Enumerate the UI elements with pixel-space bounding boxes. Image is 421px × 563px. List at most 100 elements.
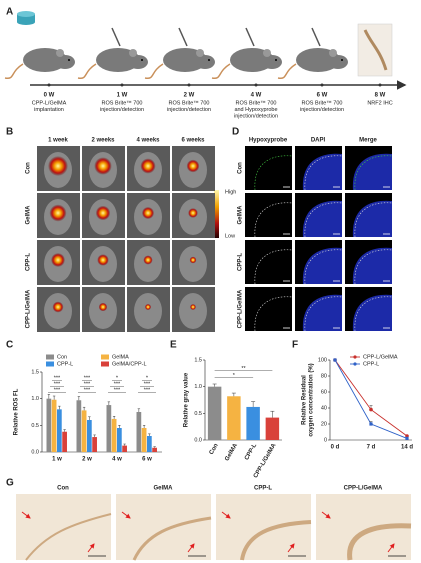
mouse-head — [262, 55, 282, 69]
error-bar — [77, 396, 81, 401]
row-label: CPP-L — [26, 253, 32, 271]
tissue-outline — [254, 249, 293, 285]
row-label: Con — [26, 162, 32, 174]
column-header: 2 weeks — [91, 138, 115, 144]
error-bar — [93, 434, 96, 438]
legend-label: CPP-L — [57, 361, 73, 367]
bar — [76, 400, 82, 452]
colorbar — [214, 190, 219, 238]
y-tick-label: 60 — [321, 389, 327, 395]
scale-low: Low — [225, 233, 235, 239]
mouse-outline — [134, 293, 162, 329]
bar — [57, 409, 62, 452]
error-bar — [118, 425, 121, 428]
bar — [207, 386, 222, 440]
mouse-eye — [141, 59, 143, 61]
fluorescence-image — [245, 287, 292, 331]
ros-signal — [95, 205, 111, 221]
legend-label: CPP-L/GelMA — [363, 354, 398, 360]
timeline-dot — [254, 83, 258, 87]
bar — [141, 428, 147, 452]
histology-label: CPP-L — [254, 486, 272, 492]
timeline-time: 0 W — [44, 93, 55, 99]
dapi-tissue — [352, 294, 392, 331]
ros-signal — [98, 302, 108, 312]
y-tick-label: 40 — [321, 405, 327, 411]
column-header: DAPI — [311, 138, 326, 144]
bar — [246, 406, 260, 440]
ros-signal — [97, 254, 109, 266]
mouse-body — [23, 48, 67, 72]
mouse-eye — [208, 59, 210, 61]
y-tick-label: 80 — [321, 373, 327, 379]
y-tick-label: 0 — [324, 437, 327, 443]
y-tick-label: 0.5 — [194, 411, 202, 417]
x-tick-label: Con — [209, 443, 220, 456]
legend-marker — [353, 355, 357, 359]
dapi-tissue — [352, 247, 392, 284]
histology-label: Con — [57, 486, 69, 492]
timeline-text: ROS Brite™ 700 — [102, 100, 143, 106]
timeline-text: injection/detection — [234, 113, 278, 119]
ros-signal — [140, 158, 156, 174]
mouse-tail — [211, 63, 231, 80]
mouse-eye — [68, 59, 70, 61]
syringe — [311, 27, 321, 47]
bar — [106, 405, 112, 452]
error-bar — [148, 433, 151, 436]
y-axis-label: Relative ROS FL — [14, 388, 20, 435]
dapi-tissue — [302, 294, 342, 331]
tissue-outline — [254, 155, 293, 191]
point — [333, 358, 337, 362]
y-tick-label: 1.5 — [194, 357, 202, 363]
error-bar — [112, 416, 116, 419]
timeline-time: 2 W — [184, 93, 195, 99]
bar — [51, 399, 57, 452]
arrow — [87, 543, 95, 553]
histology-image — [116, 494, 211, 560]
tissue — [240, 520, 312, 561]
column-header: Merge — [359, 138, 377, 144]
tissue-outline — [354, 249, 393, 285]
timeline-text: injection/detection — [167, 107, 211, 113]
mouse-ear — [129, 49, 137, 57]
scale-high: High — [225, 189, 236, 195]
arrow — [187, 543, 195, 553]
timeline-text: ROS Brite™ 700 — [236, 100, 277, 106]
fluorescence-image — [245, 240, 292, 284]
tissue-outline — [254, 296, 293, 332]
timeline-text: ROS Brite™ 700 — [302, 100, 343, 106]
fluorescence-image — [245, 146, 292, 190]
tissue-outline — [304, 155, 343, 191]
mouse-head — [128, 55, 148, 69]
mouse-ear — [329, 49, 337, 57]
panel-label: B — [6, 127, 13, 138]
ros-signal — [189, 256, 197, 264]
point — [369, 407, 373, 412]
error-bar — [231, 392, 236, 397]
bar — [265, 417, 280, 440]
bar — [87, 420, 92, 452]
timeline-text: implantation — [34, 107, 64, 113]
timeline-text: injection/detection — [100, 107, 144, 113]
y-axis-label: oxygen concentration (%) — [309, 363, 315, 436]
arrow — [387, 543, 395, 553]
tissue-outline — [354, 296, 393, 332]
error-bar — [107, 401, 111, 406]
dapi-tissue — [302, 200, 342, 237]
bar — [46, 398, 52, 452]
ihc-tissue — [363, 29, 388, 71]
timeline-dot — [320, 83, 324, 87]
error-bar — [63, 429, 66, 432]
significance-label: * — [116, 376, 119, 382]
significance-label: *** — [84, 376, 91, 382]
timeline-time: 6 W — [317, 93, 328, 99]
y-axis-label: Relative Residual — [302, 375, 308, 425]
tissue — [25, 513, 112, 561]
x-tick-label: 7 d — [367, 445, 376, 451]
mouse-ear — [196, 49, 204, 57]
timeline-time: 4 W — [251, 93, 262, 99]
row-label: GelMA — [238, 205, 244, 225]
panel-label: E — [170, 340, 177, 351]
timeline-dot — [120, 83, 124, 87]
